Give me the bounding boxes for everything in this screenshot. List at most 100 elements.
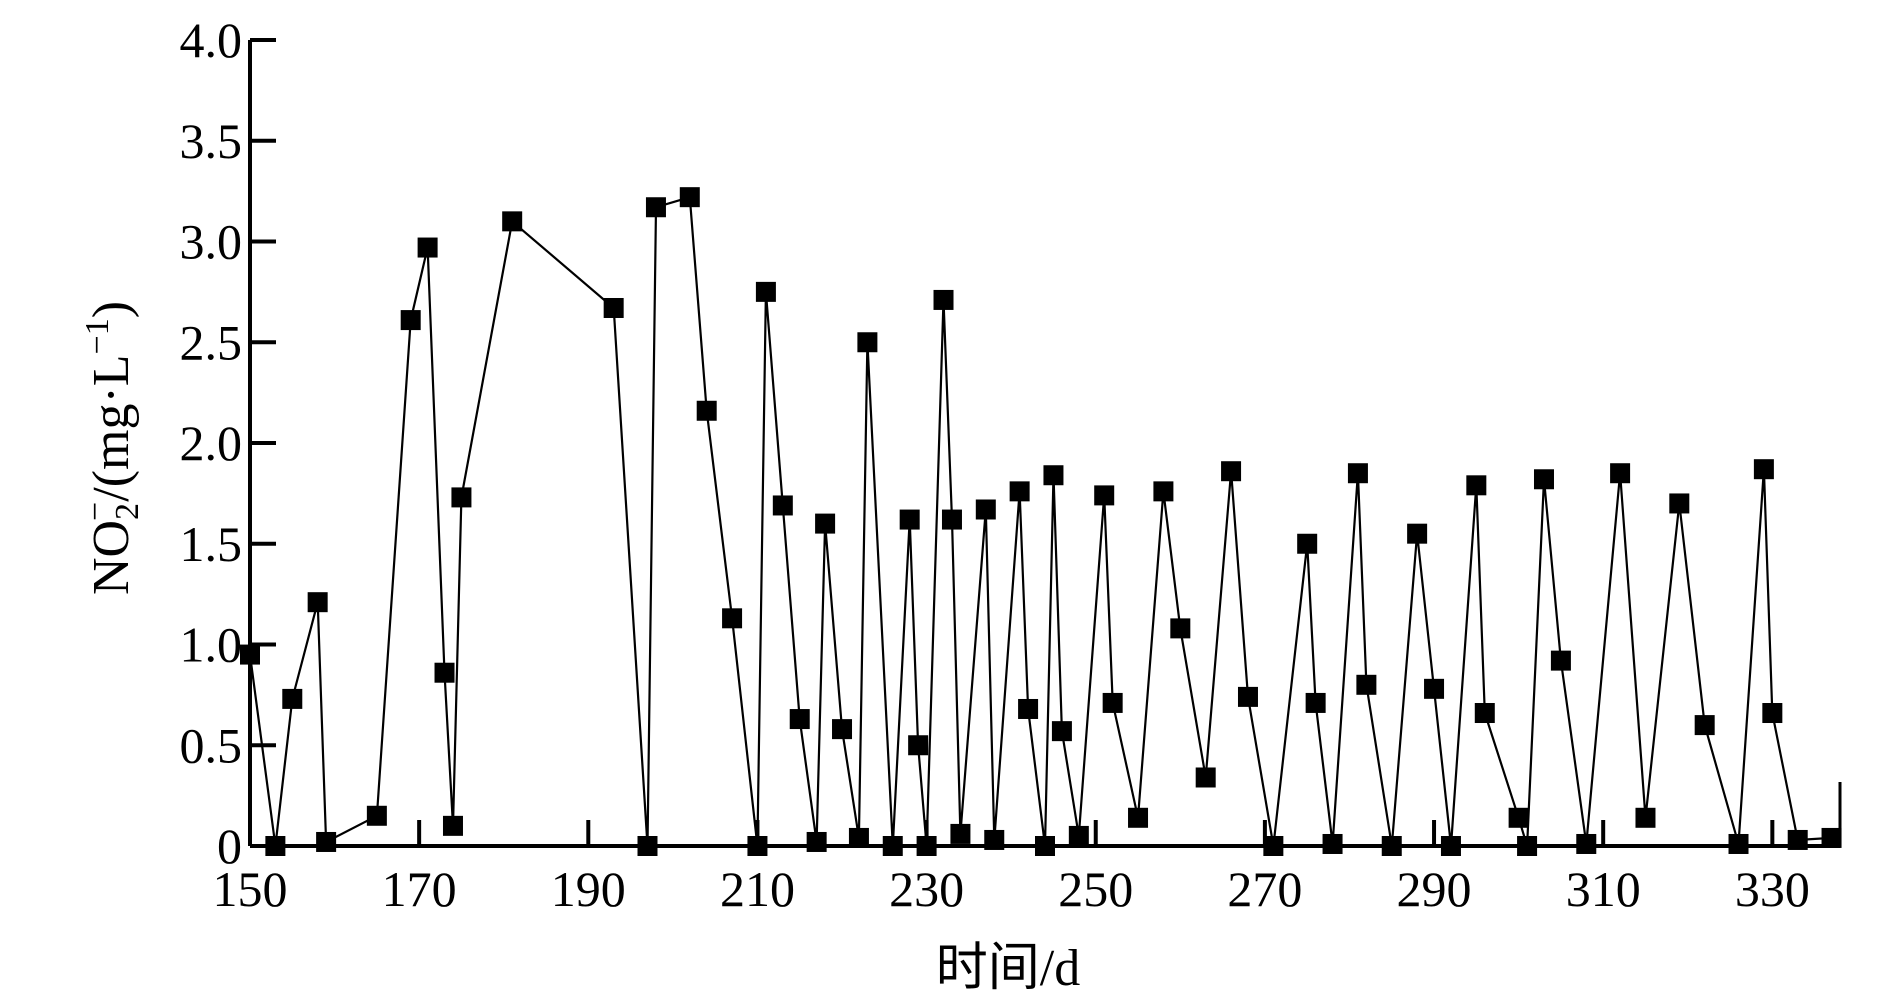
- data-point: [1043, 465, 1064, 486]
- x-tick-label: 250: [1058, 861, 1133, 917]
- data-point: [1094, 485, 1115, 506]
- data-point: [1170, 618, 1191, 639]
- data-point: [1009, 481, 1030, 502]
- x-tick-label: 150: [213, 861, 288, 917]
- data-point: [696, 400, 717, 421]
- data-point: [1517, 836, 1538, 856]
- data-point: [722, 608, 743, 629]
- data-point: [1018, 698, 1039, 719]
- data-point: [1610, 463, 1631, 484]
- y-title-prefix: NO: [83, 520, 140, 595]
- data-point: [1440, 836, 1461, 856]
- data-point: [240, 644, 260, 665]
- x-tick-label: 210: [720, 861, 795, 917]
- data-point: [1533, 469, 1554, 490]
- axes: [248, 40, 1842, 848]
- data-point: [1424, 678, 1445, 699]
- y-tick-label: 3.0: [180, 214, 243, 270]
- data-point: [1753, 459, 1774, 480]
- tick-marks: [248, 38, 1775, 848]
- x-axis-title: 时间/d: [936, 940, 1080, 994]
- y-title-subscript: 2: [109, 503, 146, 520]
- data-point: [815, 513, 836, 534]
- data-markers: [240, 187, 1842, 856]
- data-point: [400, 310, 421, 331]
- data-point: [1347, 463, 1368, 484]
- data-point: [1221, 461, 1242, 482]
- x-tick-label: 330: [1735, 861, 1810, 917]
- data-point: [755, 281, 776, 302]
- data-point: [1356, 674, 1377, 695]
- data-point: [1035, 836, 1055, 856]
- y-tick-label: 0.5: [180, 717, 243, 773]
- data-point: [1787, 829, 1808, 850]
- y-title-unit-superscript: −1: [79, 318, 116, 354]
- data-point: [1576, 833, 1597, 854]
- data-point: [950, 823, 971, 844]
- data-point: [1305, 692, 1326, 713]
- data-point: [1322, 833, 1343, 854]
- y-tick-label: 2.0: [180, 415, 243, 471]
- data-point: [908, 735, 929, 756]
- data-point: [975, 499, 996, 520]
- x-tick-label: 310: [1566, 861, 1641, 917]
- x-tick-label: 190: [551, 861, 626, 917]
- y-axis-title: NO2−/(mg·L−1): [77, 301, 146, 595]
- data-point: [1068, 825, 1089, 846]
- data-point: [832, 719, 853, 740]
- data-point: [1508, 807, 1529, 828]
- y-tick-label: 3.5: [180, 113, 243, 169]
- data-point: [941, 509, 962, 530]
- data-point: [1381, 836, 1402, 856]
- data-point: [916, 836, 937, 856]
- data-point: [882, 836, 903, 856]
- data-point: [1669, 493, 1690, 514]
- y-tick-label: 0: [217, 818, 242, 874]
- data-point: [282, 688, 303, 709]
- data-point: [265, 836, 286, 856]
- series-line: [248, 195, 1832, 847]
- data-point: [417, 237, 438, 258]
- x-tick-label: 270: [1227, 861, 1302, 917]
- y-tick-label: 1.0: [180, 617, 243, 673]
- x-tick-label: 290: [1397, 861, 1472, 917]
- data-point: [933, 289, 954, 310]
- data-point: [1821, 827, 1842, 848]
- data-point: [451, 487, 472, 508]
- data-point: [1195, 767, 1216, 788]
- data-point: [1635, 807, 1656, 828]
- data-point: [366, 805, 387, 826]
- y-tick-label: 4.0: [180, 12, 243, 68]
- data-point: [603, 297, 624, 318]
- y-tick-label: 2.5: [180, 314, 243, 370]
- y-tick-label: 1.5: [180, 516, 243, 572]
- data-point: [316, 831, 337, 852]
- data-point: [637, 836, 658, 856]
- data-point: [747, 836, 768, 856]
- tick-labels: 0 0.5 1.0 1.5 2.0 2.5 3.0 3.5 4.0 150 170 190 210 230…: [180, 12, 1810, 917]
- data-point: [1128, 807, 1149, 828]
- data-point: [502, 211, 523, 232]
- data-point: [307, 592, 328, 613]
- data-point: [772, 495, 793, 516]
- data-point: [1466, 475, 1487, 496]
- data-point: [789, 709, 810, 730]
- data-point: [1297, 533, 1318, 554]
- y-title-middle: /(mg·L: [83, 354, 140, 501]
- y-title-superscript: −: [77, 502, 114, 521]
- data-point: [984, 829, 1005, 850]
- data-point: [857, 332, 878, 353]
- data-point: [848, 827, 869, 848]
- data-point: [1237, 686, 1258, 707]
- x-tick-label: 230: [889, 861, 964, 917]
- data-point: [899, 509, 920, 530]
- y-title-suffix: ): [83, 301, 140, 318]
- data-point: [1407, 523, 1428, 544]
- data-point: [806, 831, 827, 852]
- data-point: [1102, 692, 1123, 713]
- data-point: [1550, 650, 1571, 671]
- series-line-group: [248, 195, 1832, 847]
- data-point: [1153, 481, 1174, 502]
